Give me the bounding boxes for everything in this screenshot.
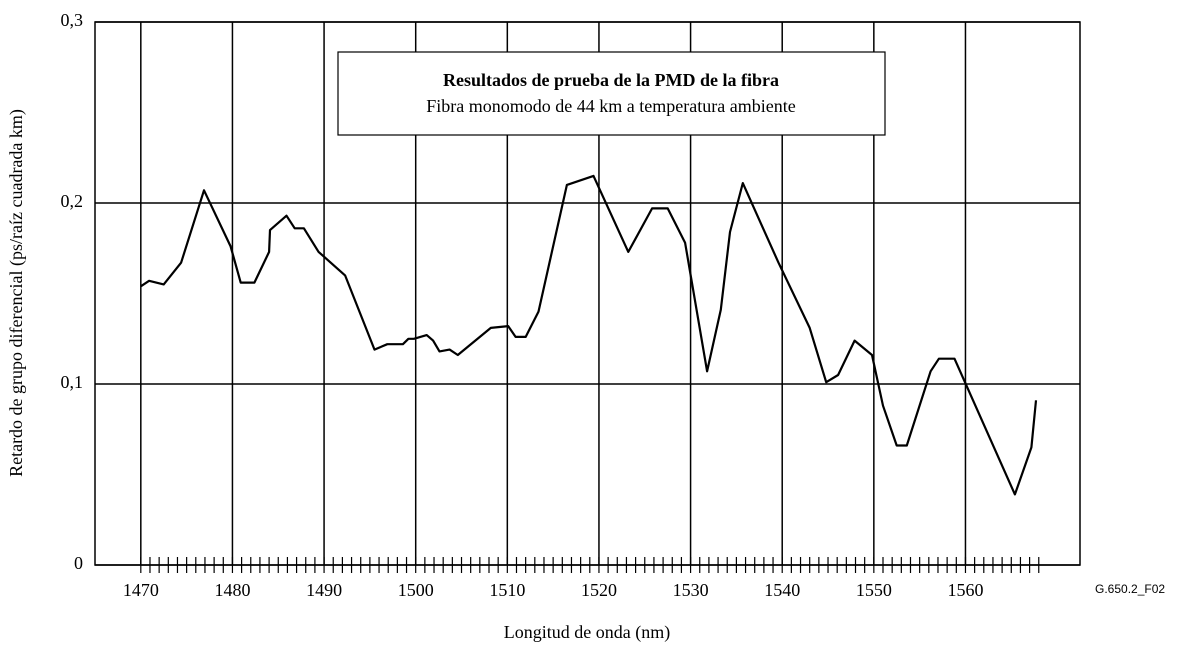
- y-axis-title: Retardo de grupo diferencial (ps/raíz cu…: [6, 109, 27, 477]
- x-tick-label: 1490: [306, 580, 342, 600]
- x-tick-label: 1560: [947, 580, 983, 600]
- x-tick-label: 1550: [856, 580, 892, 600]
- x-tick-label: 1480: [214, 580, 250, 600]
- chart-title: Resultados de prueba de la PMD de la fib…: [443, 70, 779, 90]
- x-tick-label: 1500: [398, 580, 434, 600]
- data-line: [140, 174, 1038, 496]
- y-tick-label: 0,2: [61, 191, 84, 211]
- x-tick-label: 1540: [764, 580, 800, 600]
- x-tick-label: 1510: [489, 580, 525, 600]
- x-tick-label: 1520: [581, 580, 617, 600]
- x-tick-label: 1530: [673, 580, 709, 600]
- y-tick-label: 0,3: [61, 10, 84, 30]
- y-tick-label: 0,1: [61, 372, 84, 392]
- chart-subtitle: Fibra monomodo de 44 km a temperatura am…: [426, 96, 795, 116]
- figure-id: G.650.2_F02: [1095, 582, 1165, 596]
- annotation-box: [337, 51, 886, 136]
- x-tick-label: 1470: [123, 580, 159, 600]
- x-axis-title: Longitud de onda (nm): [504, 622, 670, 643]
- y-tick-label: 0: [74, 553, 83, 573]
